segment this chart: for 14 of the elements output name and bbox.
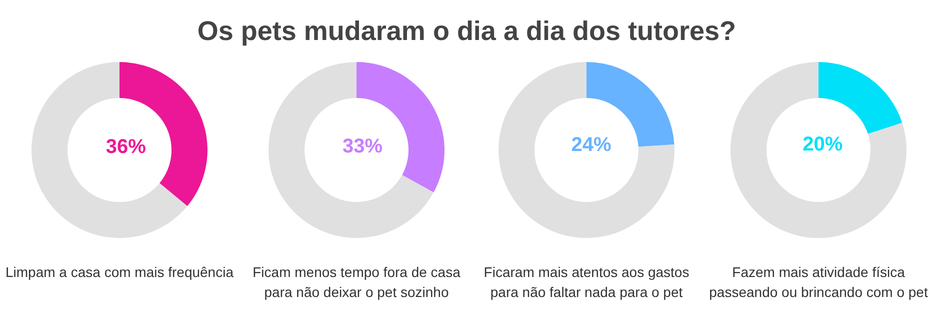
text: Limpam a casa com mais frequência — [6, 264, 234, 280]
data-label: 33% — [342, 135, 383, 158]
donut-slice — [498, 62, 674, 238]
text: Fazem mais atividade física passeando ou brincando com o pet — [709, 264, 928, 300]
donut-slice — [818, 62, 902, 134]
donut-slice — [268, 62, 434, 238]
text: Os pets mudaram o dia a dia dos tutores? — [197, 16, 736, 46]
data-label: 20% — [802, 133, 843, 156]
data-label: 24% — [571, 134, 612, 156]
text: Ficam menos tempo fora de casa para não deixar o pet sozinho — [252, 264, 461, 300]
text: Ficaram mais atentos aos gastos para não faltar nada para o pet — [484, 264, 690, 300]
donut-slice — [730, 62, 906, 238]
donut-slice — [32, 62, 188, 238]
data-label: 36% — [106, 136, 146, 158]
